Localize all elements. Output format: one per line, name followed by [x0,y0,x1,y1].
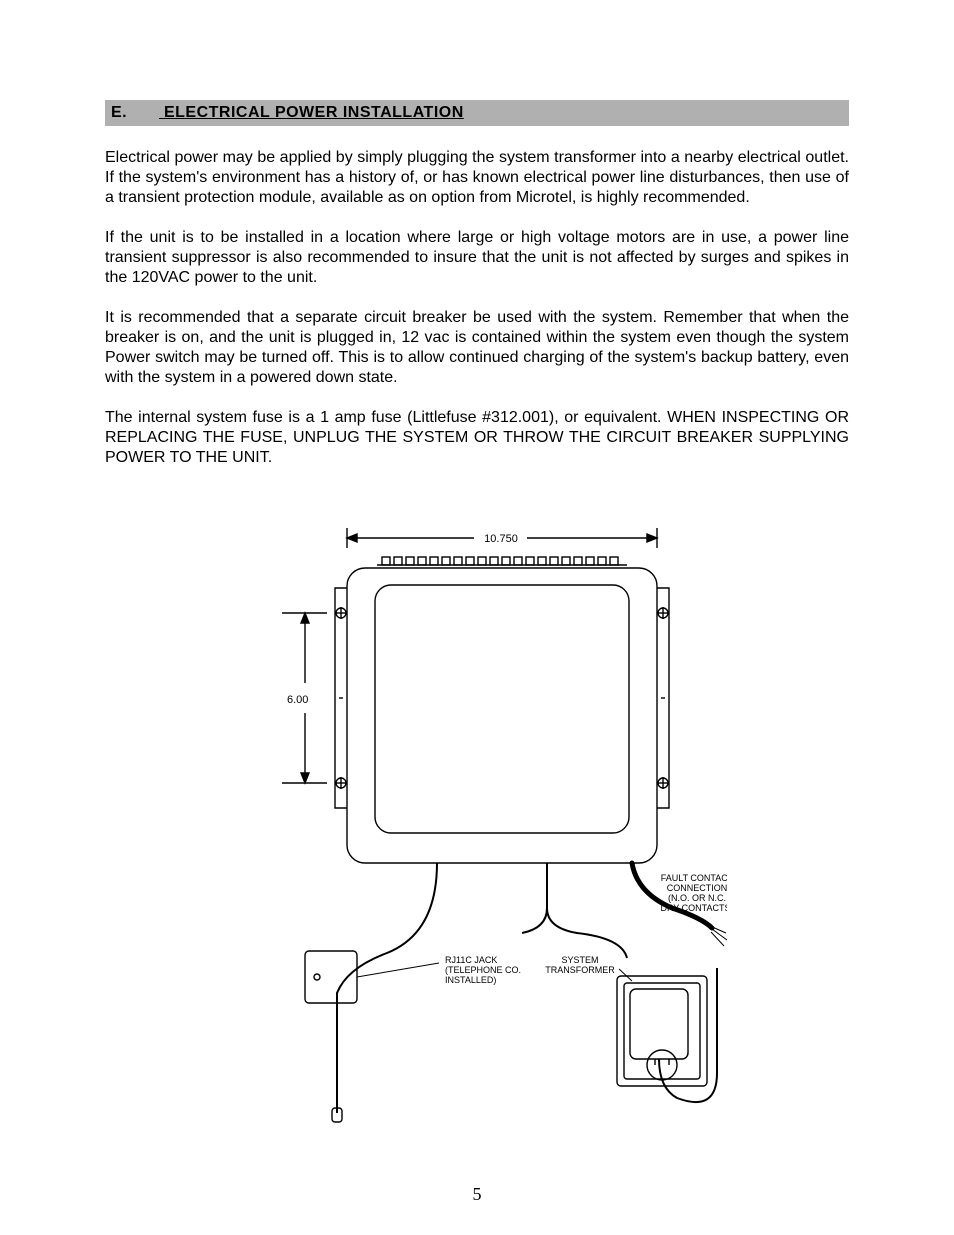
terminal-strip [377,557,627,565]
jack-screw [314,974,320,980]
cable-power-right [547,863,627,958]
figure-labels: FAULT CONTACT CONNECTION (N.O. OR N.C. D… [445,873,727,985]
leader-rj11c [357,963,439,977]
fault-label-1: FAULT CONTACT [661,873,727,883]
cable-power-split [522,863,547,933]
installation-diagram: 10.750 [227,498,727,1148]
fault-wires [710,926,727,946]
fault-label-3: (N.O. OR N.C. [668,893,726,903]
wall-outlet [617,968,717,1102]
paragraph-3: It is recommended that a separate circui… [105,308,849,388]
dim-height-label: 6.00 [287,694,308,706]
mount-bracket-right [657,588,669,808]
rj11c-label-3: INSTALLED) [445,975,496,985]
paragraph-1: Electrical power may be applied by simpl… [105,148,849,208]
fault-label-2: CONNECTION [667,883,727,893]
dim-width-label: 10.750 [484,533,518,545]
rj11c-label-1: RJ11C JACK [445,955,497,965]
paragraph-4: The internal system fuse is a 1 amp fuse… [105,408,849,468]
trans-label-2: TRANSFORMER [545,965,615,975]
section-letter: E. [111,104,159,122]
cable-telephone [337,863,437,1113]
section-header: E. ELECTRICAL POWER INSTALLATION [105,100,849,126]
rj11c-jack [305,951,357,1003]
device-outer [347,568,657,863]
fault-label-4: DRY CONTACTS) [660,903,727,913]
page-number: 5 [0,1184,954,1205]
arrowhead-right [647,534,657,542]
mount-bracket-left [335,588,347,808]
arrowhead-left [347,534,357,542]
rj11c-label-2: (TELEPHONE CO. [445,965,521,975]
arrowhead-top [301,613,309,623]
leader-transformer [619,969,632,981]
trans-label-1: SYSTEM [561,955,598,965]
diagram-svg: 10.750 [227,498,727,1148]
paragraph-2: If the unit is to be installed in a loca… [105,228,849,288]
section-title: ELECTRICAL POWER INSTALLATION [164,104,464,121]
device-inner [375,585,629,833]
arrowhead-bottom [301,773,309,783]
